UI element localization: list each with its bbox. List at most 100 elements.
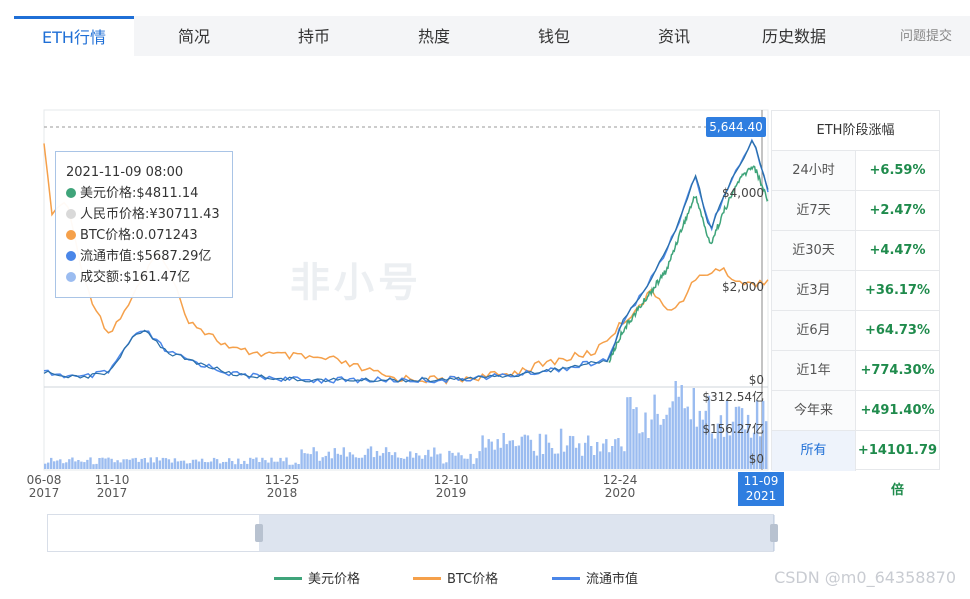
- volume-bar: [665, 414, 668, 469]
- volume-bar: [659, 424, 662, 469]
- volume-bar: [348, 452, 352, 469]
- volume-bar: [686, 406, 689, 469]
- volume-bar: [297, 464, 300, 469]
- legend-market-cap[interactable]: 流通市值: [552, 568, 638, 587]
- volume-bar: [535, 455, 539, 469]
- volume-bar: [273, 461, 276, 469]
- volume-bar: [759, 436, 762, 469]
- volume-bar: [203, 462, 207, 469]
- volume-bar: [762, 400, 765, 469]
- volume-bar: [219, 463, 222, 469]
- tab-history[interactable]: 历史数据: [761, 27, 826, 46]
- btc-swatch-icon: [413, 577, 441, 580]
- volume-bar: [647, 438, 650, 469]
- chart-frame: [43, 109, 769, 471]
- chart-tooltip: 2021-11-09 08:00 美元价格:$4811.14 人民币价格:¥30…: [55, 151, 233, 298]
- stats-row: 近6月 +64.73%: [772, 311, 939, 351]
- legend-btc[interactable]: BTC价格: [413, 568, 498, 587]
- tab-wallet[interactable]: 钱包: [537, 27, 570, 46]
- volume-bar: [44, 463, 47, 469]
- volume-bar: [629, 397, 632, 469]
- x-tick: 06-08 2017: [26, 473, 62, 500]
- stats-row-all[interactable]: 所有 +14101.79倍: [772, 431, 939, 498]
- volume-bar: [427, 449, 430, 469]
- volume-bar: [707, 395, 711, 469]
- volume-bar: [357, 457, 361, 469]
- volume-bar: [237, 458, 240, 469]
- volume-bar: [333, 448, 336, 469]
- volume-bar: [731, 421, 735, 469]
- volume-bar: [50, 457, 53, 469]
- volume-bar: [719, 415, 723, 469]
- volume-bar: [375, 451, 379, 469]
- stage-change-table: ETH阶段涨幅 24小时 +6.59% 近7天 +2.47% 近30天 +4.47% …: [771, 110, 940, 498]
- range-navigator[interactable]: [47, 514, 778, 552]
- volume-bar: [56, 460, 59, 469]
- volume-bar: [620, 446, 623, 469]
- y-tick-volume-max: $312.54亿: [702, 390, 764, 404]
- volume-bar: [53, 461, 56, 469]
- volume-bar: [80, 461, 83, 469]
- volume-bar: [384, 447, 388, 469]
- volume-bar: [430, 456, 433, 469]
- volume-bar: [369, 446, 373, 469]
- btc-dot-icon: [66, 230, 76, 240]
- volume-bar: [451, 452, 454, 469]
- volume-bar: [740, 408, 744, 469]
- volume-bar: [403, 458, 406, 469]
- navigator-left-handle[interactable]: [255, 524, 263, 542]
- volume-bar: [734, 406, 738, 469]
- volume-bar: [412, 457, 415, 469]
- volume-bar: [553, 453, 557, 469]
- volume-bar: [689, 419, 692, 469]
- volume-bar: [264, 460, 267, 469]
- volume-bar: [113, 462, 116, 469]
- stats-row: 近7天 +2.47%: [772, 191, 939, 231]
- volume-bar: [487, 439, 490, 469]
- report-issue-link[interactable]: 问题提交: [899, 29, 952, 44]
- volume-bar: [152, 462, 155, 469]
- legend-usd[interactable]: 美元价格: [274, 568, 360, 587]
- volume-bar: [68, 459, 71, 469]
- volume-bar: [270, 457, 273, 469]
- tab-popularity[interactable]: 热度: [417, 27, 450, 46]
- volume-bar: [541, 454, 545, 469]
- crosshair-date-tag: 11-09 2021: [738, 472, 784, 506]
- navigator-right-handle[interactable]: [770, 524, 778, 542]
- volume-bar: [626, 397, 629, 469]
- tab-overview[interactable]: 简况: [177, 27, 210, 46]
- volume-bar: [765, 421, 768, 469]
- volume-bar: [538, 433, 542, 469]
- navigator-selection[interactable]: [259, 515, 775, 551]
- volume-bar: [463, 458, 466, 469]
- tab-eth-market[interactable]: ETH行情: [14, 16, 134, 56]
- volume-bar: [222, 462, 225, 469]
- volume-bar: [448, 450, 451, 469]
- volume-bar: [306, 453, 309, 469]
- tab-news[interactable]: 资讯: [657, 27, 690, 46]
- volume-bar: [644, 412, 647, 469]
- volume-bar: [71, 457, 74, 469]
- volume-bar: [529, 439, 533, 469]
- volume-bar: [737, 406, 741, 469]
- volume-bar: [77, 460, 80, 469]
- volume-bar: [104, 458, 107, 469]
- volume-bar: [638, 433, 641, 469]
- stats-row: 近3月 +36.17%: [772, 271, 939, 311]
- volume-bar: [608, 452, 611, 469]
- volume-bar: [131, 458, 134, 469]
- volume-bar: [475, 458, 478, 469]
- volume-bar: [345, 456, 349, 469]
- volume-bar: [544, 434, 548, 469]
- volume-bar: [59, 459, 62, 469]
- tab-holdings[interactable]: 持币: [297, 27, 330, 46]
- volume-bar: [128, 459, 131, 469]
- volume-bar: [143, 458, 146, 469]
- volume-bar: [472, 463, 475, 469]
- volume-bar: [571, 436, 575, 469]
- volume-bar: [593, 455, 596, 469]
- volume-bar: [514, 446, 517, 469]
- tooltip-usd-price: 美元价格:$4811.14: [66, 183, 222, 204]
- volume-bar: [581, 455, 584, 469]
